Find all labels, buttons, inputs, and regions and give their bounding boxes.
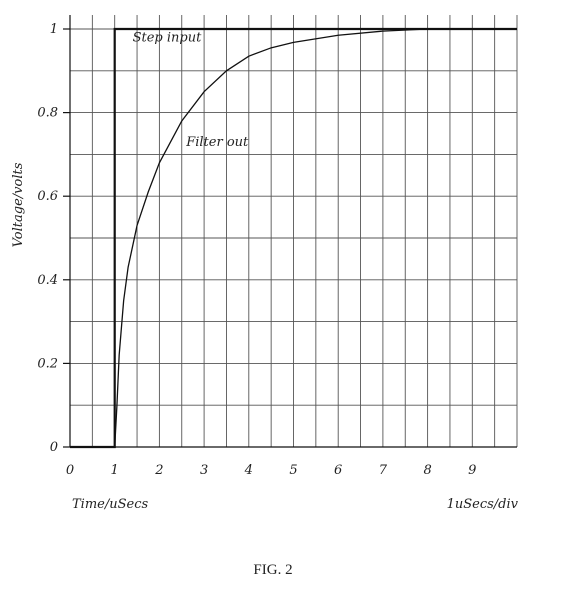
y-tick-label: 0.8 <box>37 106 58 121</box>
annotation-filter-out: Filter out <box>185 135 249 150</box>
chart-series <box>70 27 517 449</box>
x-axis-label: Time/uSecs <box>72 497 148 512</box>
series-step-input-line <box>70 27 517 449</box>
x-tick-label: 3 <box>200 463 208 478</box>
chart-axes <box>63 15 517 448</box>
x-tick-label: 9 <box>468 463 476 478</box>
x-tick-label: 7 <box>379 463 388 478</box>
y-tick-label: 0.2 <box>37 356 58 371</box>
chart-labels: 0 0.2 0.4 0.6 0.8 1 0 1 2 3 4 5 6 7 8 9 Step input Filter… <box>37 22 476 478</box>
x-tick-label: 6 <box>334 463 342 478</box>
chart-grid <box>70 15 518 447</box>
x-tick-label: 8 <box>423 463 431 478</box>
x-tick-label: 5 <box>289 463 297 478</box>
y-tick-label: 0 <box>50 440 58 455</box>
y-tick-label: 0.4 <box>37 273 58 288</box>
x-tick-label: 0 <box>66 463 74 478</box>
y-tick-label: 1 <box>50 22 58 37</box>
x-tick-label: 2 <box>154 463 163 478</box>
x-tick-label: 1 <box>111 463 119 478</box>
y-tick-label: 0.6 <box>37 189 58 204</box>
x-tick-label: 4 <box>244 463 253 478</box>
scale-note: 1uSecs/div <box>447 497 519 512</box>
series-filter-out-line <box>114 28 517 448</box>
figure-caption: FIG. 2 <box>253 562 292 578</box>
annotation-step-input: Step input <box>133 30 203 45</box>
y-axis-label: Voltage/volts <box>11 162 26 247</box>
